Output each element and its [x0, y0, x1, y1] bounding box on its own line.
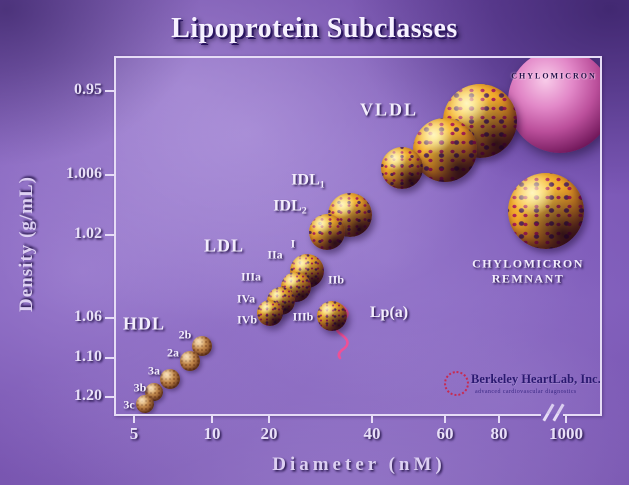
x-tick: [444, 415, 446, 423]
idl1-label-sub: 1: [319, 179, 325, 191]
hdl-subclass-3b-label: 3b: [133, 380, 147, 395]
lpa-particle: [317, 301, 347, 331]
berkeley-heartlab-logo: Berkeley HeartLab, Inc. advanced cardiov…: [444, 366, 600, 406]
plot-area: VLDL CHYLOMICRON IDL1 IDL2 LDL HDL Lp(a)…: [116, 58, 600, 414]
chylomicron-remnant-particle: [508, 173, 584, 249]
chylomicron-remnant-label-line1: CHYLOMICRON: [472, 256, 584, 271]
idl2-label-base: IDL: [273, 197, 302, 215]
y-tick-label: 1.006: [66, 165, 102, 182]
hdl-subclass-2b-label: 2b: [178, 327, 192, 342]
y-tick-label: 1.10: [74, 348, 102, 365]
chylomicron-particle: [508, 58, 600, 153]
y-tick-label: 1.20: [74, 387, 102, 404]
y-tick: [105, 174, 115, 176]
idl2-label: IDL2: [273, 198, 306, 217]
hdl-subclass-3c-label: 3c: [123, 397, 135, 412]
ldl-subclass-iia-label: IIa: [267, 247, 283, 262]
idl2-label-sub: 2: [301, 205, 307, 217]
logo-ring-icon: [444, 371, 469, 396]
vldl-particle-small: [381, 147, 423, 189]
x-axis-break-gap: [541, 412, 563, 419]
x-tick-label: 60: [436, 424, 454, 443]
ldl-subclass-iva-label: IVa: [236, 291, 256, 306]
hdl-3c-particle: [136, 395, 154, 413]
x-tick: [133, 415, 135, 423]
ldl-subclass-i-label: I: [290, 236, 296, 251]
x-tick-label: 1000: [549, 424, 583, 443]
ldl-subclass-iiib-label: IIIb: [292, 309, 314, 324]
x-axis-title: Diameter (nM): [272, 454, 446, 475]
chylomicron-remnant-label-line2: REMNANT: [491, 271, 565, 286]
ldl-subclass-iib-label: IIb: [327, 272, 345, 287]
x-tick-label: 40: [363, 424, 381, 443]
chart-title: Lipoprotein Subclasses: [171, 13, 458, 44]
hdl-2a-particle: [180, 351, 200, 371]
x-tick: [211, 415, 213, 423]
lpa-label: Lp(a): [369, 304, 409, 321]
x-tick-label: 10: [203, 424, 221, 443]
vldl-particle-medium: [413, 118, 477, 182]
chylomicron-label: CHYLOMICRON: [511, 71, 597, 81]
y-tick: [105, 90, 115, 92]
y-tick: [105, 234, 115, 236]
x-tick: [371, 415, 373, 423]
ldl-subclass-ivb-label: IVb: [236, 312, 258, 327]
idl1-label: IDL1: [291, 172, 324, 191]
x-tick-label: 5: [129, 424, 139, 443]
ldl-label: LDL: [203, 235, 245, 256]
x-tick-label: 20: [260, 424, 278, 443]
idl2-particle: [309, 214, 345, 250]
x-tick: [565, 415, 567, 423]
ldl-particle-4: [257, 300, 283, 326]
y-tick-label: 1.02: [74, 225, 102, 242]
hdl-2b-particle: [192, 336, 212, 356]
idl1-label-base: IDL: [291, 171, 320, 189]
logo-tagline: advanced cardiovascular diagnostics: [475, 389, 577, 395]
x-tick: [498, 415, 500, 423]
y-tick: [105, 317, 115, 319]
y-tick-label: 0.95: [74, 81, 102, 98]
plot-frame: [114, 56, 602, 416]
y-tick: [105, 396, 115, 398]
ldl-subclass-iiia-label: IIIa: [240, 269, 262, 284]
y-tick: [105, 357, 115, 359]
x-tick: [268, 415, 270, 423]
logo-name: Berkeley HeartLab, Inc.: [471, 372, 600, 386]
x-tick-label: 80: [490, 424, 508, 443]
hdl-3a-particle: [160, 369, 180, 389]
hdl-label: HDL: [122, 313, 166, 334]
y-tick-label: 1.06: [74, 308, 102, 325]
hdl-subclass-3a-label: 3a: [148, 363, 160, 378]
vldl-label: VLDL: [359, 99, 419, 120]
hdl-subclass-2a-label: 2a: [167, 345, 179, 360]
